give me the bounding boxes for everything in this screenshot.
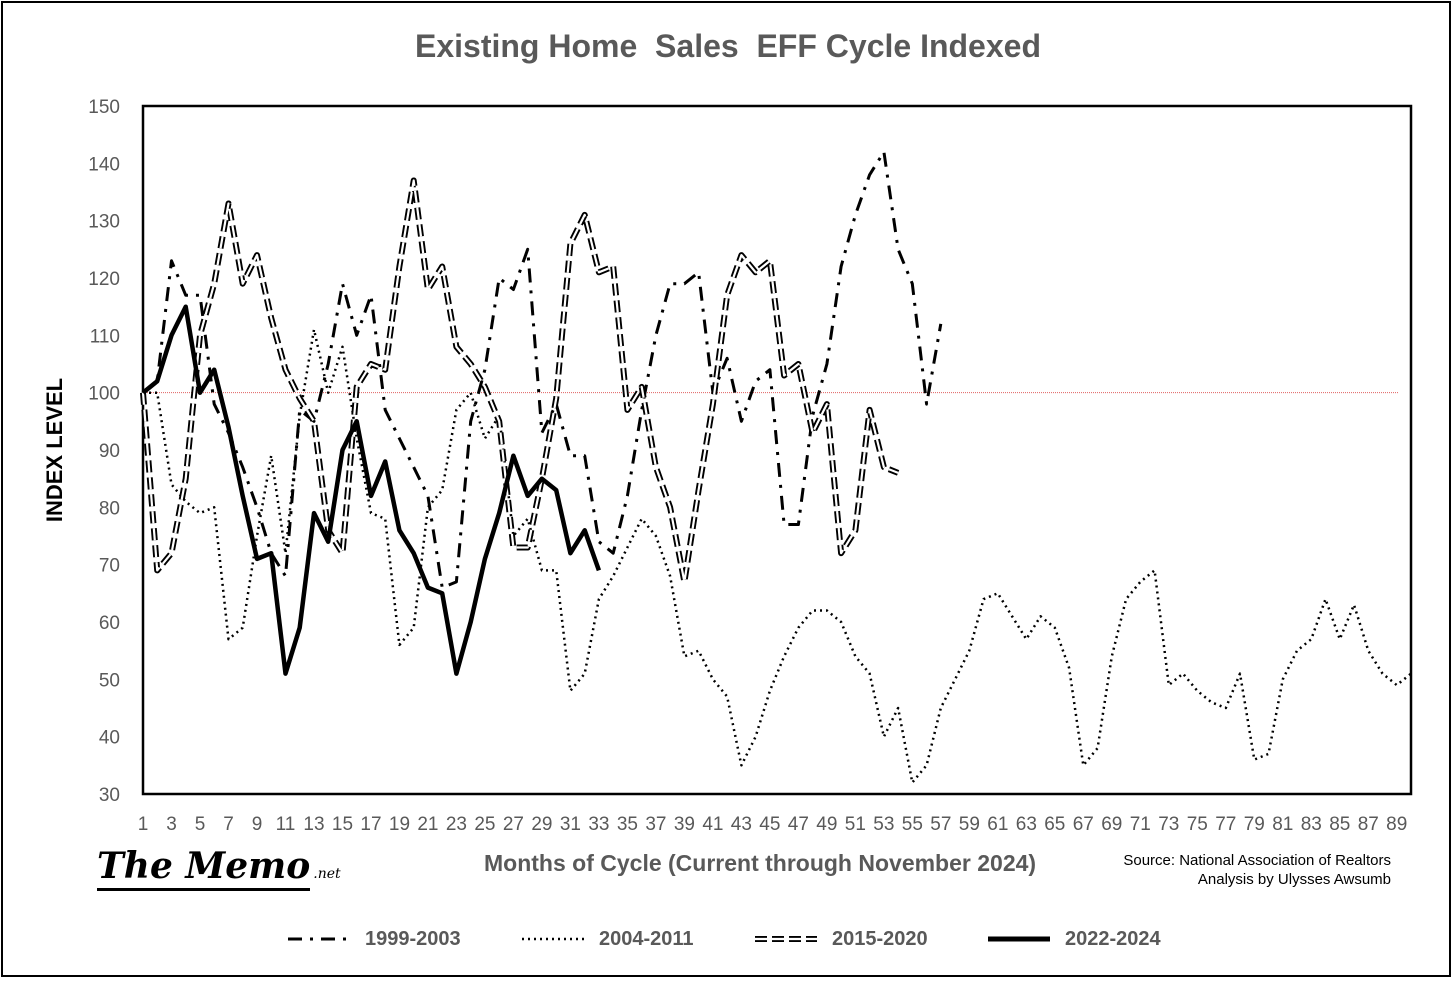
source-note: Source: National Association of Realtors…	[1123, 851, 1391, 889]
y-tick-label: 80	[99, 498, 120, 519]
x-tick-label: 51	[845, 814, 866, 835]
series-layer	[140, 150, 1412, 784]
x-tick-label: 89	[1386, 814, 1407, 835]
x-tick-label: 61	[987, 814, 1008, 835]
y-tick-labels: 30 40 50 60 70 80 90 100 110 120 130 140 150	[88, 97, 120, 806]
series-line-2022-2024	[141, 304, 602, 676]
logo-suffix: .net	[313, 866, 341, 882]
y-tick-label: 110	[90, 326, 120, 347]
legend-item-2004-2011: 2004-2011	[521, 922, 694, 956]
x-axis-label: Months of Cycle (Current through Novembe…	[484, 850, 1037, 876]
y-tick-label: 50	[99, 670, 120, 691]
x-tick-label: 35	[617, 814, 638, 835]
series-line-2004-2011	[143, 328, 1412, 784]
x-tick-label: 23	[446, 814, 467, 835]
x-tick-label: 47	[788, 814, 809, 835]
y-tick-label: 120	[88, 269, 120, 290]
x-tick-label: 75	[1187, 814, 1208, 835]
x-tick-label: 55	[902, 814, 923, 835]
x-tick-label: 87	[1358, 814, 1379, 835]
legend-swatch-solid	[988, 936, 1050, 942]
x-tick-label: 7	[223, 814, 234, 835]
x-tick-label: 63	[1016, 814, 1037, 835]
x-tick-labels: 1 3 5 7 9 11 13 15 17 19 21 23 25 27 29 31 33 35 37 39 41 43 4…	[138, 814, 1408, 835]
x-tick-label: 59	[959, 814, 980, 835]
x-tick-label: 1	[138, 814, 149, 835]
x-tick-label: 19	[389, 814, 410, 835]
legend-item-2015-2020: 2015-2020	[754, 922, 928, 956]
x-tick-label: 49	[816, 814, 837, 835]
legend-label: 2004-2011	[599, 927, 694, 950]
x-tick-label: 85	[1329, 814, 1350, 835]
y-tick-label: 130	[88, 212, 120, 233]
x-tick-label: 33	[588, 814, 609, 835]
legend-label: 2015-2020	[832, 927, 928, 950]
x-tick-label: 83	[1301, 814, 1322, 835]
x-tick-label: 13	[303, 814, 324, 835]
y-tick-label: 100	[88, 384, 120, 405]
x-tick-label: 11	[276, 814, 296, 835]
x-tick-label: 39	[674, 814, 695, 835]
plot-area	[141, 104, 1413, 796]
series-line-2015-2020	[140, 177, 900, 585]
x-tick-label: 53	[873, 814, 894, 835]
legend-label: 2022-2024	[1065, 927, 1161, 950]
series-line-1999-2003	[142, 150, 943, 590]
analysis-line: Analysis by Ulysses Awsumb	[1197, 871, 1391, 888]
the-memo-logo: The Memo .net	[97, 845, 341, 891]
legend-swatch-double-dash	[755, 936, 817, 942]
x-tick-label: 29	[531, 814, 552, 835]
y-tick-label: 40	[99, 728, 120, 749]
y-tick-label: 30	[99, 785, 120, 806]
x-tick-label: 17	[360, 814, 381, 835]
x-tick-label: 67	[1073, 814, 1094, 835]
legend: 1999-2003 2004-2011 2015-2020 2022-2024	[0, 922, 1456, 956]
chart-title: Existing Home Sales EFF Cycle Indexed	[415, 28, 1041, 64]
x-tick-label: 15	[332, 814, 353, 835]
legend-swatch-dash-dot	[288, 937, 350, 941]
x-tick-label: 21	[417, 814, 438, 835]
y-tick-label: 150	[88, 97, 120, 118]
x-tick-label: 25	[474, 814, 495, 835]
x-tick-label: 81	[1272, 814, 1293, 835]
x-tick-label: 73	[1158, 814, 1179, 835]
x-tick-label: 3	[166, 814, 177, 835]
x-tick-label: 45	[759, 814, 780, 835]
x-tick-label: 71	[1130, 814, 1151, 835]
x-tick-label: 43	[731, 814, 752, 835]
x-tick-label: 5	[195, 814, 206, 835]
x-tick-label: 65	[1044, 814, 1065, 835]
x-tick-label: 9	[252, 814, 263, 835]
x-tick-label: 57	[930, 814, 951, 835]
x-tick-label: 27	[503, 814, 524, 835]
legend-item-2022-2024: 2022-2024	[987, 922, 1161, 956]
x-tick-label: 69	[1101, 814, 1122, 835]
y-tick-label: 70	[99, 556, 120, 577]
y-tick-label: 140	[88, 154, 120, 175]
x-tick-label: 37	[645, 814, 666, 835]
x-tick-label: 31	[560, 814, 581, 835]
legend-label: 1999-2003	[365, 927, 461, 950]
x-tick-label: 41	[702, 814, 723, 835]
y-tick-label: 90	[99, 441, 120, 462]
logo-text: The Memo	[97, 845, 311, 891]
x-tick-label: 77	[1215, 814, 1236, 835]
source-line: Source: National Association of Realtors	[1123, 852, 1391, 869]
x-tick-label: 79	[1244, 814, 1265, 835]
legend-item-1999-2003: 1999-2003	[287, 922, 461, 956]
legend-swatch-dotted	[522, 937, 584, 941]
series-line-2015-2020-inner	[141, 179, 899, 584]
y-tick-label: 60	[99, 613, 120, 634]
